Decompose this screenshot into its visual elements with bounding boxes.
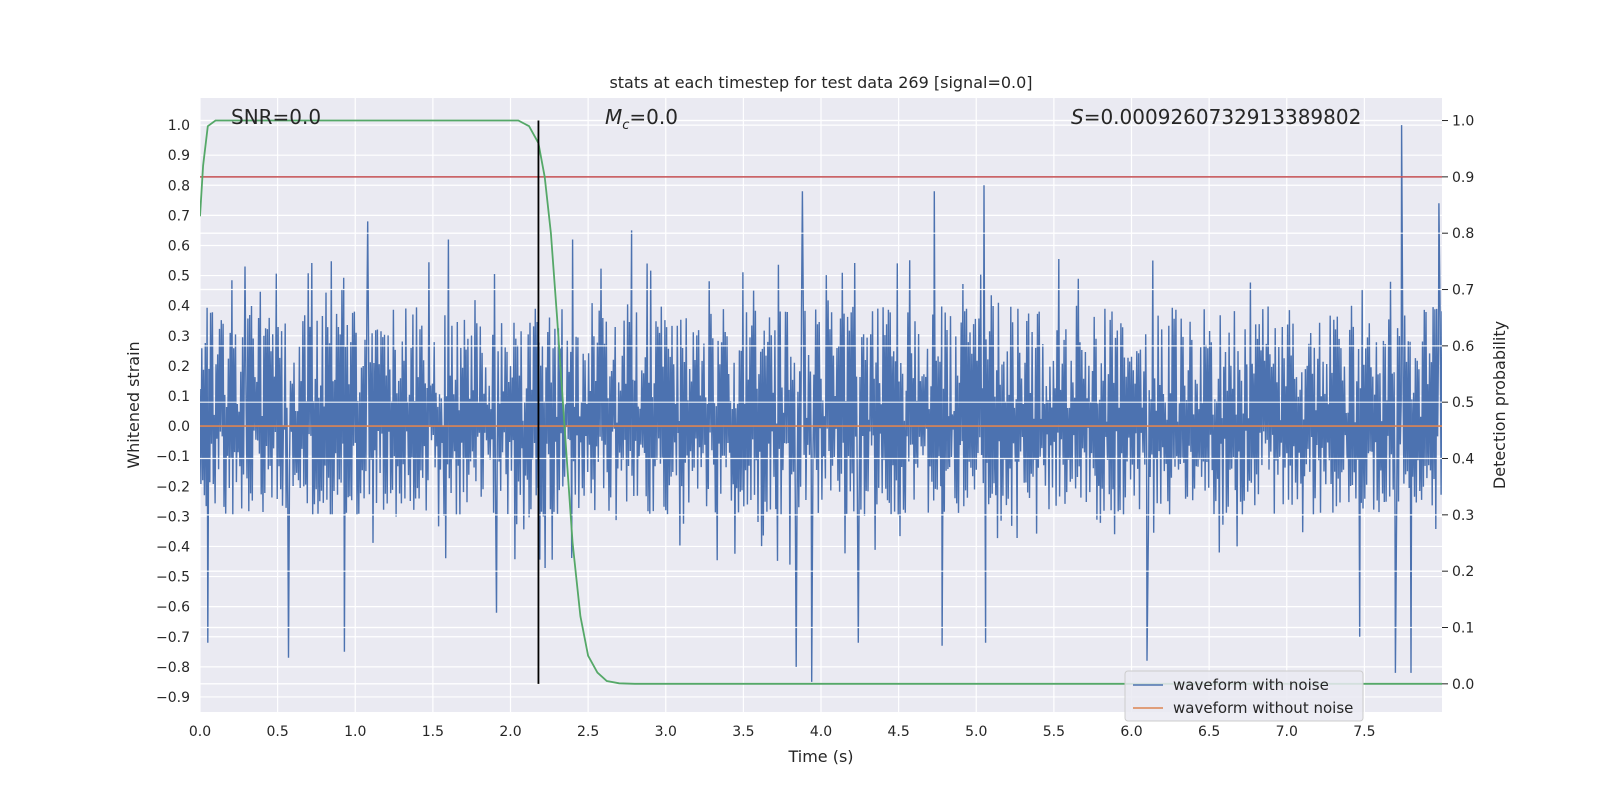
legend-label-clean: waveform without noise [1173,699,1353,717]
mc-annotation: Mc=0.0 [605,105,678,133]
y-tick-labels: 1.0 0.9 0.8 0.7 0.6 0.5 0.4 0.3 0.2 0.1 0.0 −0.1 −0.… [156,118,190,706]
y-tick-label: 0.1 [168,389,190,405]
s-symbol: S [1071,105,1084,129]
y2-tick-labels: 1.0 0.9 0.8 0.7 0.6 0.5 0.4 0.3 0.2 0.1 0.0 [1442,114,1474,693]
y2-tick-label: 0.2 [1452,564,1474,580]
y-tick-label: 0.5 [168,269,190,285]
y-tick-label: −0.8 [156,660,190,676]
x-tick-label: 5.0 [965,724,987,740]
y-tick-label: 0.4 [168,299,190,315]
x-tick-label: 0.0 [189,724,211,740]
y-tick-label: −0.1 [156,449,190,465]
y2-tick-label: 0.6 [1452,339,1474,355]
y-tick-label: 0.0 [168,419,190,435]
x-tick-label: 7.0 [1276,724,1298,740]
x-tick-label: 3.0 [655,724,677,740]
legend-box [1124,670,1364,722]
x-tick-label: 3.5 [732,724,754,740]
y2-tick-label: 0.0 [1452,677,1474,693]
y-tick-label: 0.6 [168,238,190,254]
x-tick-label: 7.5 [1353,724,1375,740]
x-tick-label: 4.5 [887,724,909,740]
y2-tick-label: 0.9 [1452,170,1474,186]
y2-tick-label: 0.4 [1452,452,1474,468]
y2-tick-label: 0.7 [1452,283,1474,299]
overlays [200,119,1442,685]
mc-symbol: M [605,105,622,129]
y-tick-label: 0.8 [168,178,190,194]
s-value: =0.0009260732913389802 [1084,105,1362,129]
y-tick-label: −0.9 [156,690,190,706]
legend-label-noise: waveform with noise [1173,676,1329,694]
x-tick-label: 1.5 [422,724,444,740]
x-tick-labels: 0.0 0.5 1.0 1.5 2.0 2.5 3.0 3.5 4.0 4.5 5.0 5.5 6.0 6… [189,724,1376,740]
y-tick-label: −0.3 [156,509,190,525]
y-axis-label: Whitened strain [124,341,143,468]
mc-subscript: c [622,118,629,133]
y-tick-label: −0.7 [156,630,190,646]
x-tick-label: 6.5 [1198,724,1220,740]
legend: waveform with noise waveform without noi… [1124,670,1364,722]
x-tick-label: 2.0 [499,724,521,740]
y-tick-label: −0.5 [156,570,190,586]
y-tick-label: 0.2 [168,359,190,375]
y2-tick-label: 1.0 [1452,114,1474,130]
x-axis-label: Time (s) [787,747,853,766]
x-tick-label: 0.5 [266,724,288,740]
y-tick-label: 0.9 [168,148,190,164]
x-tick-label: 1.0 [344,724,366,740]
y-tick-label: −0.2 [156,479,190,495]
mc-value: =0.0 [629,105,678,129]
y2-axis-label: Detection probability [1490,321,1509,489]
y2-tick-label: 0.5 [1452,395,1474,411]
x-tick-label: 2.5 [577,724,599,740]
y2-tick-label: 0.8 [1452,226,1474,242]
x-tick-label: 6.0 [1120,724,1142,740]
chart-title: stats at each timestep for test data 269… [609,73,1032,92]
y-tick-label: −0.4 [156,539,190,555]
y2-tick-label: 0.1 [1452,621,1474,637]
y2-tick-label: 0.3 [1452,508,1474,524]
waveform-with-noise-line [200,125,1442,682]
detection-probability-line [200,119,1442,685]
y-tick-label: 0.7 [168,208,190,224]
snr-annotation: SNR=0.0 [231,105,321,129]
y-tick-label: −0.6 [156,600,190,616]
x-tick-label: 4.0 [810,724,832,740]
y-tick-label: 0.3 [168,329,190,345]
s-annotation: S=0.0009260732913389802 [1071,105,1361,129]
series-waveform-with-noise [200,125,1442,682]
y-tick-label: 1.0 [168,118,190,134]
x-tick-label: 5.5 [1043,724,1065,740]
